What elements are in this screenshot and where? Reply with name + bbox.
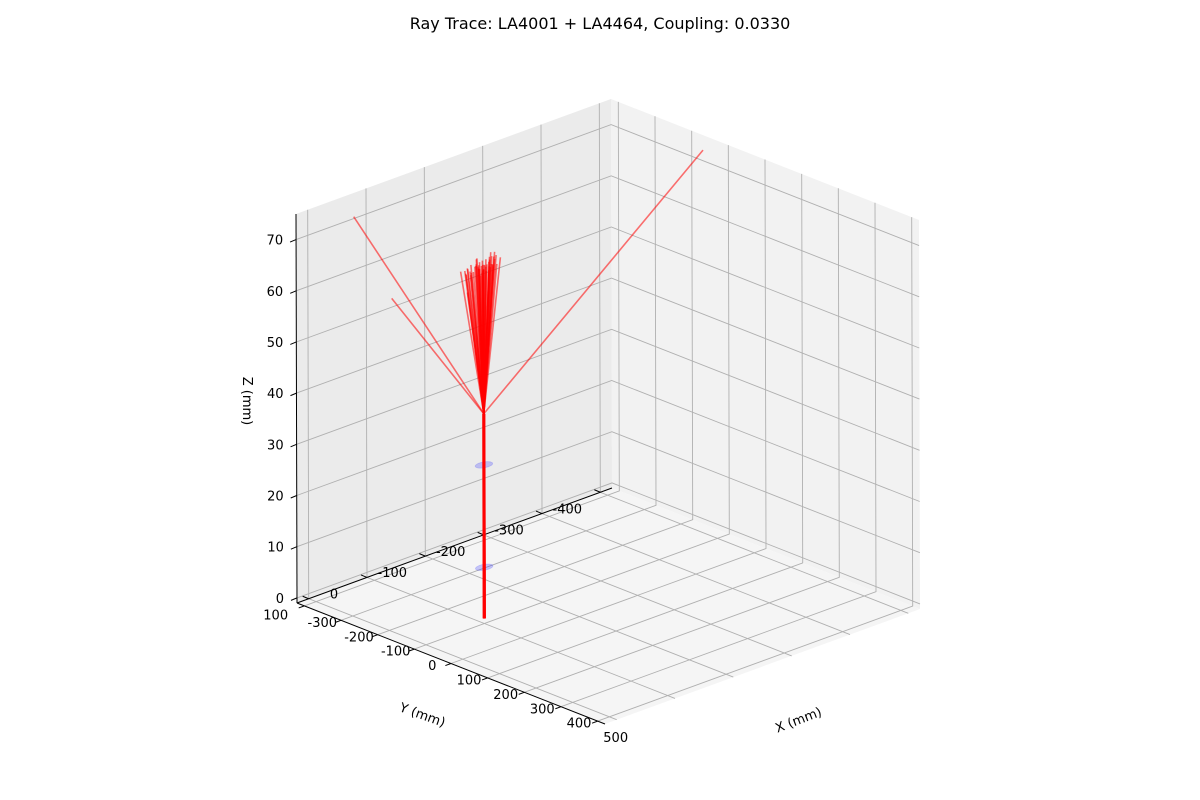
y-tick-mark xyxy=(360,574,368,578)
y-tick-label: -100 xyxy=(378,566,408,581)
x-tick-mark xyxy=(591,720,598,724)
y-tick-label: -400 xyxy=(553,502,583,517)
x-tick-mark xyxy=(335,619,342,623)
y-tick-label: 0 xyxy=(330,587,338,602)
x-tick-label: 400 xyxy=(567,717,592,732)
y-tick-label: -200 xyxy=(436,545,466,560)
z-tick-label: 50 xyxy=(267,336,284,351)
y-tick-label: 100 xyxy=(263,609,288,624)
x-tick-label: 500 xyxy=(603,731,628,746)
z-tick-mark xyxy=(290,341,297,345)
z-tick-mark xyxy=(290,546,298,550)
z-tick-label: 30 xyxy=(267,438,284,453)
z-tick-label: 10 xyxy=(267,541,284,556)
y-tick-label: -300 xyxy=(494,524,524,539)
grid-line-z xyxy=(296,482,921,605)
grid-line-z xyxy=(296,277,920,400)
axis-panes xyxy=(296,99,920,724)
ray-after-focus xyxy=(483,256,493,414)
ray-after-focus xyxy=(464,270,485,414)
grid-line-z xyxy=(296,175,920,298)
grid-line-x xyxy=(524,188,840,693)
grid-line-x xyxy=(304,101,620,607)
z-tick-label: 70 xyxy=(267,234,284,249)
ray-after-focus xyxy=(483,265,486,414)
y-axis-label: Y (mm) xyxy=(396,700,447,731)
x-tick-mark xyxy=(298,605,305,609)
ray-after-focus xyxy=(483,149,704,415)
pane-back-y xyxy=(296,99,612,603)
z-tick-mark xyxy=(290,443,297,448)
x-tick-label: -300 xyxy=(308,616,338,631)
z-tick-label: 20 xyxy=(267,490,284,505)
grid-line-x xyxy=(414,145,730,650)
z-tick-label: 40 xyxy=(267,387,284,402)
x-tick-mark xyxy=(518,691,525,695)
axis-ticks: -300-200-1000100200300400500-400-300-200… xyxy=(263,234,628,746)
z-tick-label: 0 xyxy=(276,592,284,607)
chart-title: Ray Trace: LA4001 + LA4464, Coupling: 0.… xyxy=(410,14,791,33)
x-tick-mark xyxy=(371,634,378,638)
y-tick-mark xyxy=(419,553,426,557)
x-axis-label: X (mm) xyxy=(773,705,824,736)
grid-line-x xyxy=(487,173,804,679)
y-tick-mark xyxy=(535,510,543,515)
ray-bundle-core xyxy=(482,413,486,619)
grid-line-z xyxy=(296,380,920,502)
ray-after-focus xyxy=(391,297,485,415)
ray-after-focus xyxy=(353,216,485,415)
grid-line-z xyxy=(295,124,920,247)
grid-line-x xyxy=(597,217,914,722)
x-tick-label: 200 xyxy=(493,688,518,703)
ray-after-focus xyxy=(477,268,485,414)
z-tick-mark xyxy=(289,239,297,243)
z-axis-label: Z (mm) xyxy=(239,377,254,426)
z-tick-mark xyxy=(290,495,297,499)
y-tick-mark xyxy=(594,489,601,493)
ray-group xyxy=(353,149,704,619)
x-tick-label: 300 xyxy=(530,702,555,717)
x-tick-mark xyxy=(481,677,488,681)
z-axis-spine xyxy=(295,213,298,604)
z-tick-mark xyxy=(290,392,297,397)
grid-line-z xyxy=(296,226,920,349)
x-tick-label: 100 xyxy=(457,674,482,689)
grid-line-x xyxy=(560,202,877,708)
z-tick-mark xyxy=(290,597,298,601)
y-tick-mark xyxy=(302,595,309,600)
x-tick-label: -100 xyxy=(381,645,411,660)
x-tick-mark xyxy=(445,663,452,667)
grid-line-x xyxy=(450,159,767,664)
z-tick-label: 60 xyxy=(267,285,284,300)
z-tick-mark xyxy=(290,290,297,294)
grid-line-x xyxy=(340,116,657,621)
x-tick-mark xyxy=(555,706,562,710)
y-axis-spine xyxy=(296,487,613,604)
x-tick-label: -200 xyxy=(344,630,374,645)
x-tick-label: 0 xyxy=(428,659,436,674)
grid-line-z xyxy=(296,431,921,554)
x-tick-mark xyxy=(408,648,415,652)
grid-line-z xyxy=(296,328,920,451)
